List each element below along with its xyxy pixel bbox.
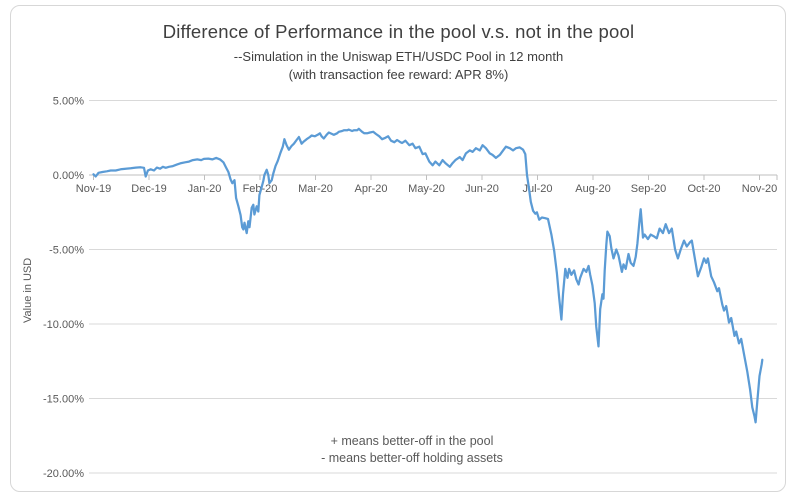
x-tick-label: Jul-20 — [523, 183, 553, 195]
y-tick-label: -5.00% — [49, 245, 84, 257]
chart-annotation: + means better-off in the pool - means b… — [262, 433, 562, 467]
chart-subtitle-line1: --Simulation in the Uniswap ETH/USDC Poo… — [233, 49, 564, 64]
chart-subtitle-line2: (with transaction fee reward: APR 8%) — [288, 67, 509, 82]
y-tick-label: -15.00% — [43, 394, 84, 406]
x-tick-label: Apr-20 — [354, 183, 387, 195]
y-tick-label: 0.00% — [53, 170, 84, 182]
annotation-line-plus: + means better-off in the pool — [330, 434, 494, 448]
y-tick-label: -20.00% — [43, 468, 84, 480]
performance-difference-line — [92, 127, 764, 424]
y-tick-label: -10.00% — [43, 319, 84, 331]
x-tick-label: Nov-19 — [76, 183, 111, 195]
y-tick-label: 5.00% — [53, 96, 84, 108]
x-tick-label: Jun-20 — [465, 183, 499, 195]
x-tick-label: Dec-19 — [131, 183, 166, 195]
x-tick-label: Oct-20 — [687, 183, 720, 195]
annotation-line-minus: - means better-off holding assets — [321, 451, 503, 465]
chart-frame — [10, 5, 786, 492]
x-tick-label: May-20 — [408, 183, 445, 195]
x-tick-label: Sep-20 — [631, 183, 666, 195]
chart-title: Difference of Performance in the pool v.… — [162, 21, 635, 42]
x-tick-label: Jan-20 — [188, 183, 222, 195]
x-tick-label: Nov-20 — [742, 183, 777, 195]
x-tick-label: Aug-20 — [575, 183, 610, 195]
x-tick-label: Mar-20 — [298, 183, 333, 195]
